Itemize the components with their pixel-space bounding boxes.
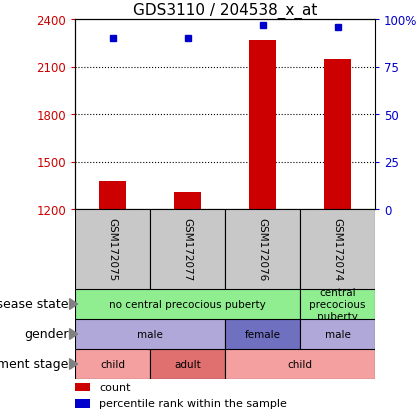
Text: child: child — [100, 359, 125, 369]
Bar — [75, 399, 90, 408]
Bar — [150, 349, 225, 379]
Bar — [75, 319, 225, 349]
Text: female: female — [244, 329, 281, 339]
Bar — [300, 289, 375, 319]
Text: male: male — [325, 329, 350, 339]
Bar — [324, 59, 351, 209]
Bar — [249, 40, 276, 209]
Bar — [75, 349, 150, 379]
Bar — [225, 349, 375, 379]
Text: GSM172077: GSM172077 — [183, 218, 192, 281]
Text: GSM172076: GSM172076 — [257, 218, 268, 281]
Text: male: male — [137, 329, 163, 339]
Text: child: child — [288, 359, 312, 369]
Text: adult: adult — [174, 359, 201, 369]
Text: no central precocious puberty: no central precocious puberty — [109, 299, 266, 309]
Text: count: count — [99, 382, 131, 392]
Bar — [75, 209, 150, 289]
Title: GDS3110 / 204538_x_at: GDS3110 / 204538_x_at — [133, 2, 317, 19]
Bar — [300, 209, 375, 289]
Text: central
precocious
puberty: central precocious puberty — [309, 288, 366, 321]
Bar — [300, 319, 375, 349]
Bar — [75, 289, 300, 319]
Bar — [225, 319, 300, 349]
Bar — [100, 181, 126, 209]
Text: GSM172074: GSM172074 — [333, 218, 342, 281]
Bar — [174, 192, 201, 209]
Bar — [75, 383, 90, 391]
Text: gender: gender — [24, 328, 69, 341]
Text: GSM172075: GSM172075 — [108, 218, 118, 281]
Text: percentile rank within the sample: percentile rank within the sample — [99, 399, 287, 408]
Text: development stage: development stage — [0, 358, 69, 370]
Text: disease state: disease state — [0, 298, 69, 311]
Bar — [150, 209, 225, 289]
Bar — [225, 209, 300, 289]
